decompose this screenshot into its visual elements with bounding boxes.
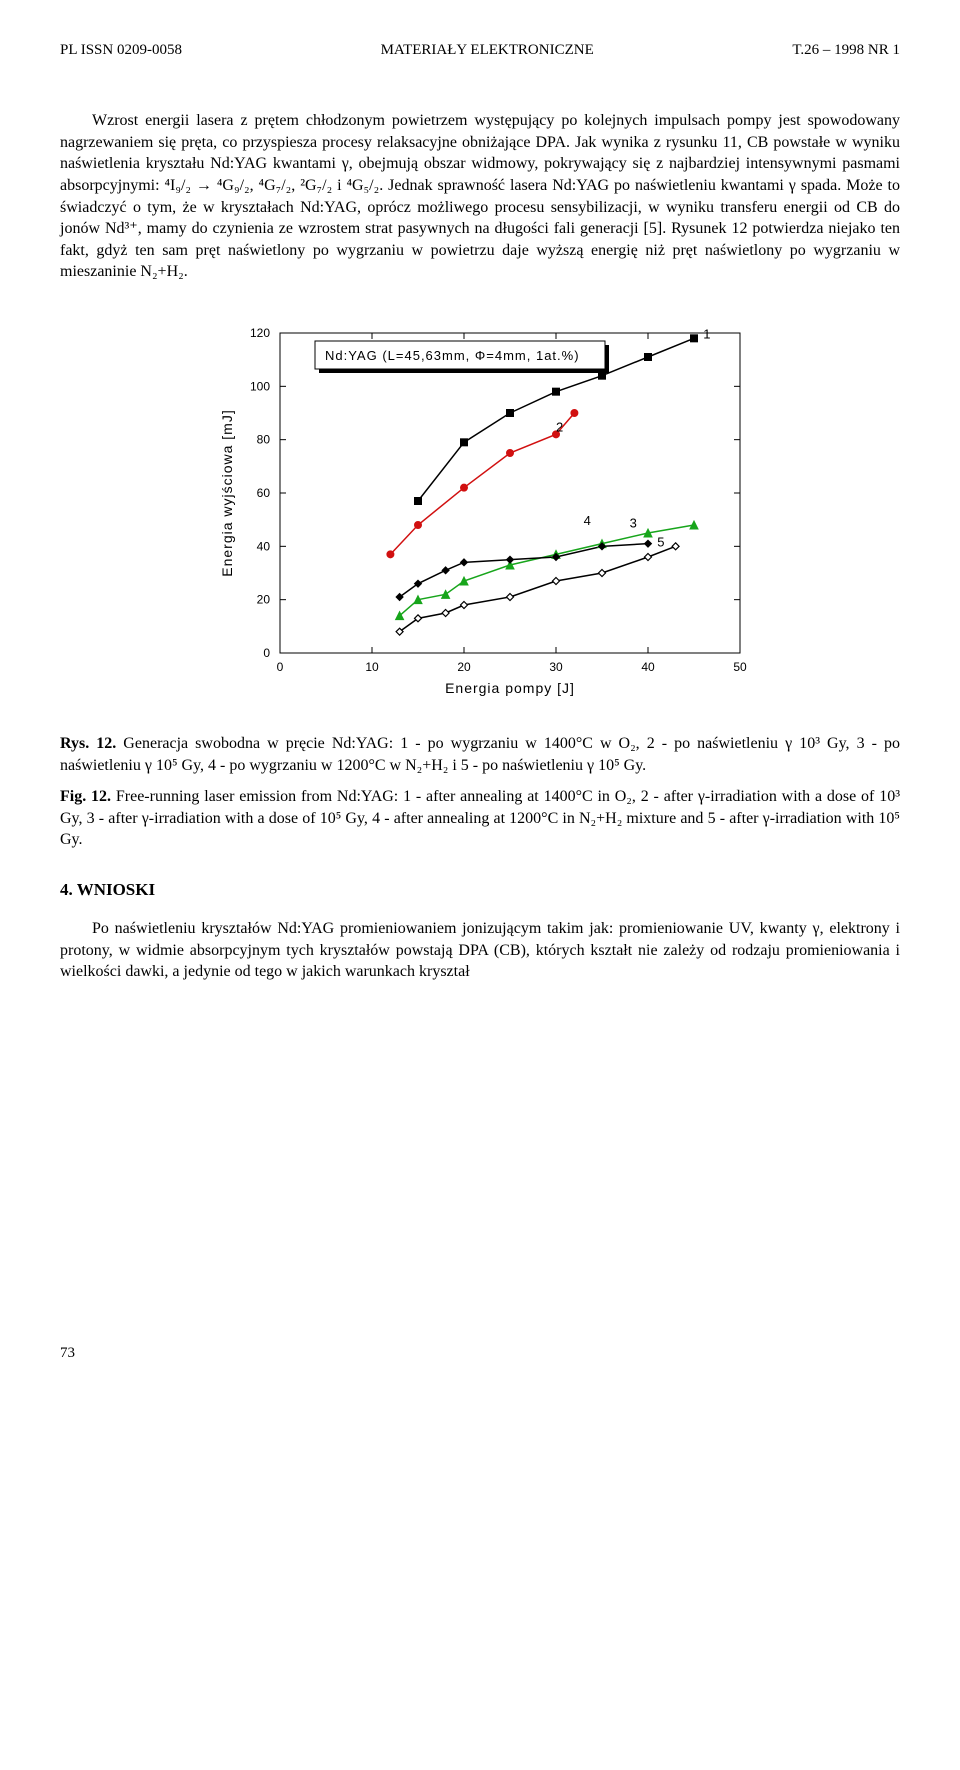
- caption-rys-label: Rys. 12.: [60, 735, 116, 752]
- svg-text:60: 60: [257, 486, 271, 500]
- main-paragraph: Wzrost energii lasera z prętem chłodzony…: [60, 110, 900, 283]
- svg-text:Energia pompy [J]: Energia pompy [J]: [445, 680, 575, 696]
- caption-rys: Rys. 12. Generacja swobodna w pręcie Nd:…: [60, 733, 900, 776]
- svg-text:120: 120: [250, 326, 270, 340]
- svg-text:20: 20: [457, 660, 471, 674]
- svg-text:50: 50: [733, 660, 747, 674]
- svg-text:0: 0: [277, 660, 284, 674]
- svg-text:40: 40: [641, 660, 655, 674]
- caption-fig-text: Free-running laser emission from Nd:YAG:…: [60, 788, 900, 848]
- page-header: PL ISSN 0209-0058 MATERIAŁY ELEKTRONICZN…: [60, 40, 900, 60]
- header-left: PL ISSN 0209-0058: [60, 40, 182, 60]
- svg-text:0: 0: [263, 646, 270, 660]
- section-title: 4. WNIOSKI: [60, 879, 900, 902]
- svg-text:40: 40: [257, 539, 271, 553]
- svg-text:5: 5: [657, 534, 664, 549]
- svg-text:4: 4: [584, 513, 591, 528]
- chart-svg: 0 10 20 30 40 50 0 20 40 60 80 100 120 Energia pompy …: [200, 313, 760, 713]
- svg-text:Energia wyjściowa [mJ]: Energia wyjściowa [mJ]: [219, 409, 235, 577]
- header-center: MATERIAŁY ELEKTRONICZNE: [381, 40, 594, 60]
- svg-text:30: 30: [549, 660, 563, 674]
- header-right: T.26 – 1998 NR 1: [792, 40, 900, 60]
- svg-text:Nd:YAG (L=45,63mm, Φ=4mm, 1at.: Nd:YAG (L=45,63mm, Φ=4mm, 1at.%): [325, 348, 580, 363]
- svg-text:20: 20: [257, 593, 271, 607]
- svg-text:80: 80: [257, 433, 271, 447]
- caption-rys-text: Generacja swobodna w pręcie Nd:YAG: 1 - …: [60, 735, 900, 774]
- caption-fig: Fig. 12. Free-running laser emission fro…: [60, 786, 900, 851]
- figure-12: 0 10 20 30 40 50 0 20 40 60 80 100 120 Energia pompy …: [200, 313, 760, 713]
- svg-text:2: 2: [556, 420, 563, 435]
- svg-text:1: 1: [703, 326, 710, 341]
- svg-text:10: 10: [365, 660, 379, 674]
- svg-text:100: 100: [250, 379, 270, 393]
- svg-text:3: 3: [630, 516, 637, 531]
- conclusion-paragraph: Po naświetleniu kryształów Nd:YAG promie…: [60, 918, 900, 983]
- caption-fig-label: Fig. 12.: [60, 788, 111, 805]
- page-number: 73: [60, 1343, 900, 1363]
